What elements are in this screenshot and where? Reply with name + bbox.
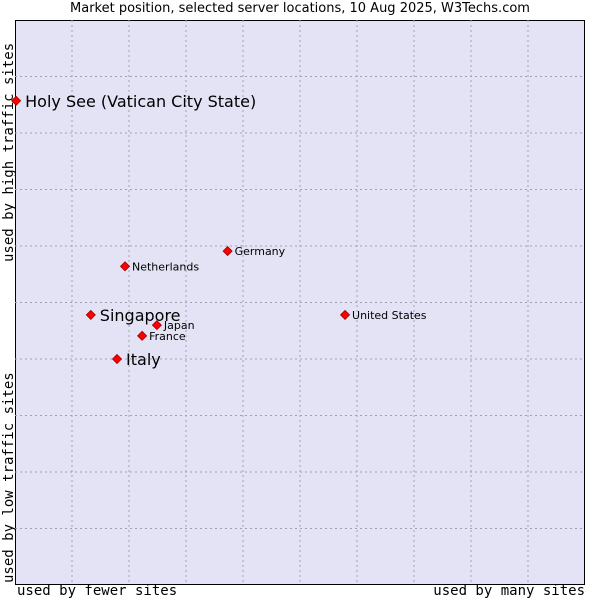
point-label-germany: Germany: [235, 245, 286, 258]
point-marker-france: [137, 330, 148, 341]
point-marker-japan: [151, 320, 162, 331]
y-axis-label-high: used by high traffic sites: [1, 42, 17, 262]
x-axis-label-low: used by fewer sites: [17, 583, 178, 599]
point-marker-singapore: [85, 309, 96, 320]
point-marker-holy-see-vatican-city-state: [11, 95, 22, 106]
point-label-singapore: Singapore: [100, 306, 181, 325]
y-axis-label-low: used by low traffic sites: [1, 372, 17, 583]
point-label-france: France: [149, 330, 186, 343]
chart-title: Market position, selected server locatio…: [70, 1, 530, 16]
point-label-united-states: United States: [352, 309, 427, 322]
point-marker-netherlands: [119, 261, 131, 272]
point-label-holy-see-vatican-city-state: Holy See (Vatican City State): [25, 92, 256, 111]
data-points: Holy See (Vatican City State) Germany Neth…: [11, 92, 427, 369]
x-axis-label-high: used by many sites: [433, 583, 585, 599]
point-marker-germany: [222, 246, 233, 257]
point-label-netherlands: Netherlands: [132, 260, 199, 273]
point-marker-italy: [111, 353, 123, 365]
point-label-italy: Italy: [126, 350, 161, 369]
point-marker-united-states: [339, 309, 351, 320]
grid-lines: [15, 20, 585, 585]
point-label-japan: Japan: [163, 319, 195, 332]
